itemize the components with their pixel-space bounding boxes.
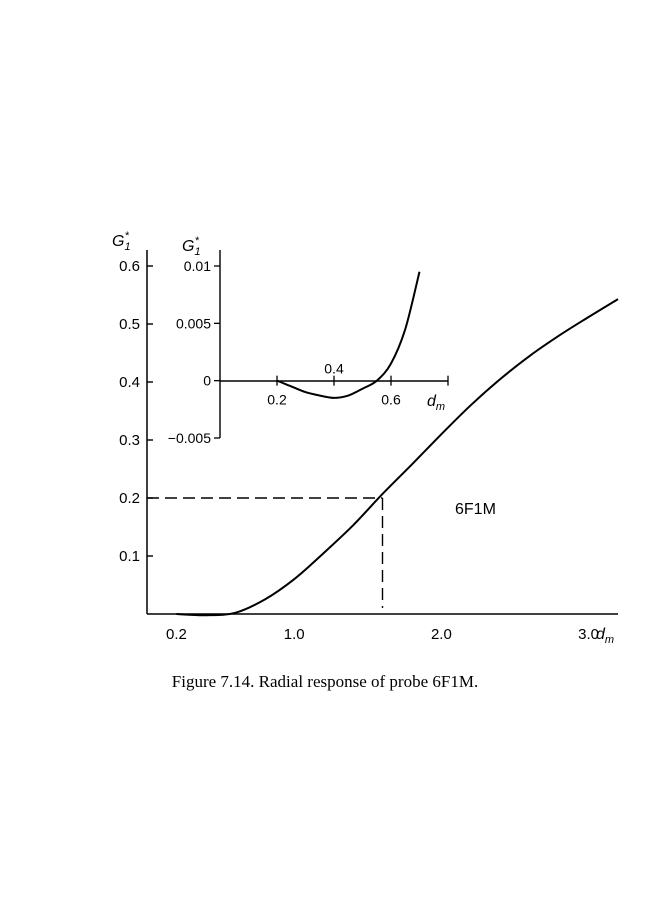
probe-annotation: 6F1M (455, 501, 496, 518)
inset-response-curve (276, 271, 421, 399)
main-y-tick-label: 0.2 (119, 490, 140, 507)
inset-y-tick-label: 0.01 (184, 258, 211, 274)
main-y-tick-label: 0.5 (119, 316, 140, 333)
main-chart: 0.1 0.2 0.3 0.4 0.5 0.6 0.2 1.0 2.0 3.0 G1* dm 6… (112, 230, 619, 646)
inset-x-ticks: 0.2 0.4 0.6 (267, 361, 449, 408)
main-x-tick-label: 2.0 (431, 626, 452, 643)
inset-y-tick-label: −0.005 (168, 430, 211, 446)
main-y-tick-label: 0.1 (119, 548, 140, 565)
main-y-tick-label: 0.4 (119, 374, 140, 391)
main-x-tick-label: 0.2 (166, 626, 187, 643)
inset-x-axis-label: dm (427, 393, 445, 413)
inset-x-tick-label: 0.2 (267, 392, 287, 408)
main-x-tick-label: 3.0 (578, 626, 599, 643)
main-y-tick-label: 0.6 (119, 258, 140, 275)
main-x-axis-label: dm (596, 626, 614, 646)
inset-chart: −0.005 0 0.005 0.01 0.2 0.4 0.6 G1* dm (168, 235, 449, 446)
inset-y-tick-label: 0 (203, 373, 211, 389)
main-y-axis-label: G1* (112, 230, 131, 253)
main-response-curve (176, 298, 619, 617)
inset-y-ticks: −0.005 0 0.005 0.01 (168, 258, 220, 446)
main-y-tick-label: 0.3 (119, 432, 140, 449)
inset-y-axis-label: G1* (182, 235, 201, 258)
inset-y-tick-label: 0.005 (176, 315, 211, 331)
main-x-tick-label: 1.0 (284, 626, 305, 643)
figure-caption: Figure 7.14. Radial response of probe 6F… (171, 672, 479, 691)
main-y-ticks: 0.1 0.2 0.3 0.4 0.5 0.6 (119, 258, 153, 565)
inset-x-tick-label: 0.4 (324, 361, 344, 377)
inset-x-tick-label: 0.6 (381, 392, 401, 408)
main-x-ticks: 0.2 1.0 2.0 3.0 (166, 626, 599, 643)
